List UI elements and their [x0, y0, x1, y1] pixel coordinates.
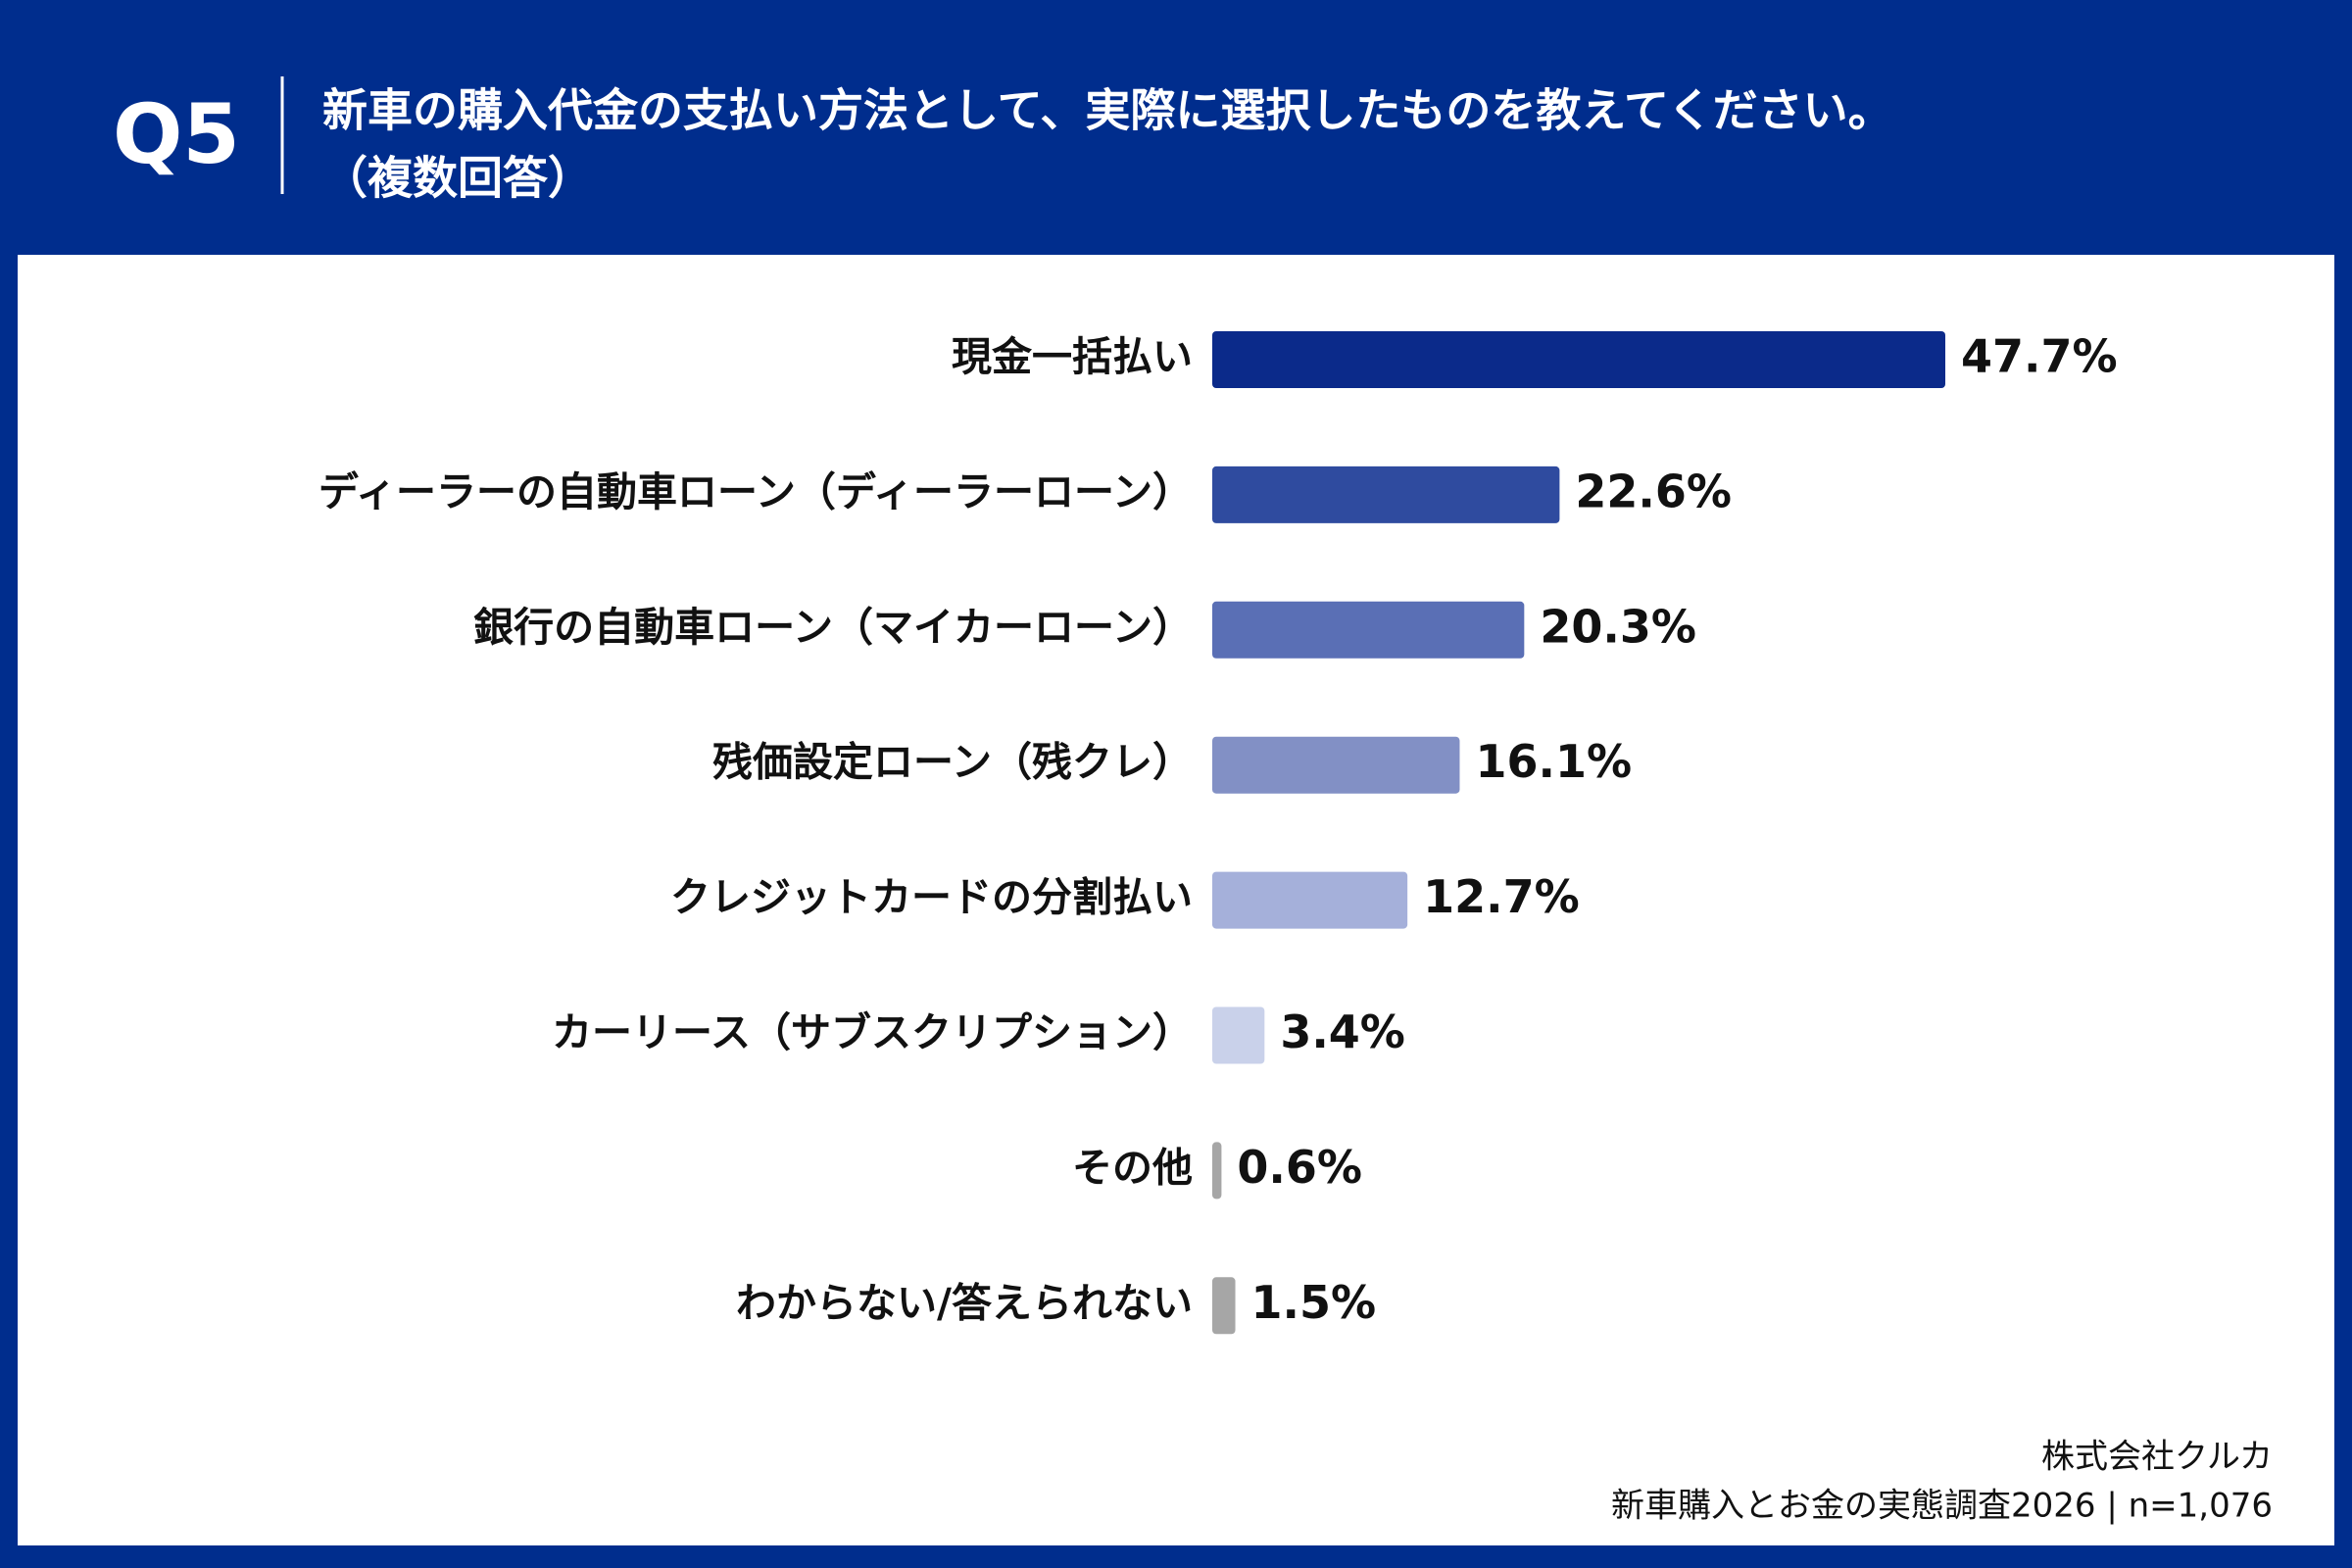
value-label: 12.7%	[1423, 870, 1580, 923]
chart-title: 新車の購入代金の支払い方法として、実際に選択したものを教えてください。	[322, 84, 1893, 137]
category-label: 銀行の自動車ローン（マイカーローン）	[473, 604, 1193, 651]
bar	[1212, 1142, 1222, 1200]
chart-subtitle: （複数回答）	[322, 152, 593, 205]
value-label: 0.6%	[1237, 1141, 1362, 1194]
category-label: わからない/答えられない	[736, 1279, 1193, 1326]
value-label: 3.4%	[1280, 1005, 1405, 1058]
value-label: 20.3%	[1540, 600, 1696, 653]
category-label: カーリース（サブスクリプション）	[552, 1009, 1193, 1056]
value-label: 22.6%	[1575, 465, 1732, 517]
bar	[1212, 736, 1460, 794]
bar	[1212, 466, 1560, 523]
bar	[1212, 1277, 1236, 1335]
value-label: 16.1%	[1475, 735, 1632, 788]
category-label: 現金一括払い	[952, 333, 1193, 380]
panel	[18, 255, 2334, 1545]
value-label: 1.5%	[1251, 1276, 1377, 1329]
source: 新車購入とお金の実態調査2026 | n=1,076	[1611, 1487, 2273, 1526]
bar	[1212, 871, 1408, 929]
bar	[1212, 331, 1945, 388]
source: 株式会社クルカ	[2041, 1438, 2273, 1477]
category-label: クレジットカードの分割払い	[670, 874, 1193, 921]
category-label: ディーラーの自動車ローン（ディーラーローン）	[318, 468, 1193, 515]
category-label: その他	[1072, 1144, 1193, 1191]
bar	[1212, 601, 1525, 659]
value-label: 47.7%	[1961, 330, 2118, 383]
category-label: 残価設定ローン（残クレ）	[712, 739, 1193, 786]
bar	[1212, 1006, 1265, 1064]
question-number: Q5	[113, 86, 240, 182]
